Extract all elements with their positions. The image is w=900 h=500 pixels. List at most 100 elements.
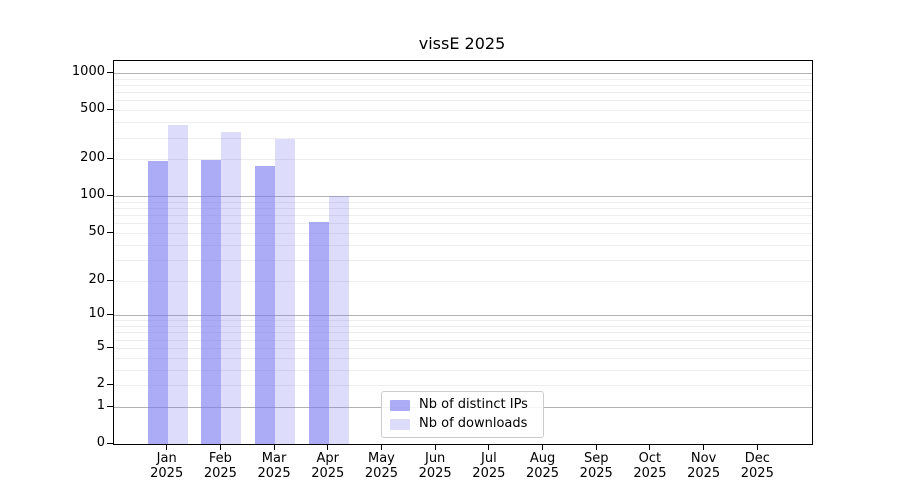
minor-gridline bbox=[114, 280, 812, 282]
x-tick-month: Aug bbox=[529, 451, 556, 466]
minor-gridline bbox=[114, 347, 812, 349]
x-tick-label: Aug 2025 bbox=[511, 451, 575, 481]
x-tick-year: 2025 bbox=[525, 466, 560, 481]
x-tick-year: 2025 bbox=[257, 466, 291, 481]
minor-gridline bbox=[114, 319, 812, 321]
x-tick-label: Jun 2025 bbox=[403, 451, 467, 481]
y-tick-label: 50 bbox=[88, 224, 105, 239]
x-tick-mark bbox=[649, 444, 651, 450]
x-tick-mark bbox=[434, 444, 436, 450]
minor-gridline bbox=[114, 331, 812, 333]
chart-title: vissE 2025 bbox=[418, 34, 506, 53]
minor-gridline bbox=[114, 158, 812, 160]
x-tick-mark bbox=[703, 444, 705, 450]
x-tick-month: May bbox=[368, 451, 395, 466]
minor-gridline bbox=[114, 84, 812, 86]
x-tick-month: Apr bbox=[316, 451, 340, 466]
minor-gridline bbox=[114, 232, 812, 234]
y-tick-mark bbox=[107, 383, 113, 385]
x-tick-label: Oct 2025 bbox=[618, 451, 682, 481]
x-tick-label: Jan 2025 bbox=[135, 451, 199, 481]
y-tick-label: 200 bbox=[80, 150, 105, 165]
minor-gridline bbox=[114, 384, 812, 386]
minor-gridline bbox=[114, 201, 812, 203]
minor-gridline bbox=[114, 259, 812, 261]
y-tick-mark bbox=[107, 194, 113, 196]
x-tick-mark bbox=[166, 444, 168, 450]
x-tick-month: Jul bbox=[481, 451, 497, 466]
x-tick-label: Mar 2025 bbox=[242, 451, 306, 481]
minor-gridline bbox=[114, 244, 812, 246]
minor-gridline bbox=[114, 222, 812, 224]
minor-gridline bbox=[114, 78, 812, 80]
bar-distinct-ips bbox=[255, 166, 276, 444]
bar-downloads bbox=[275, 139, 296, 444]
x-tick-year: 2025 bbox=[633, 466, 667, 481]
minor-gridline bbox=[114, 207, 812, 209]
minor-gridline bbox=[114, 109, 812, 111]
legend: Nb of distinct IPs Nb of downloads bbox=[381, 391, 544, 438]
x-tick-year: 2025 bbox=[418, 466, 452, 481]
x-tick-label: Feb 2025 bbox=[188, 451, 252, 481]
x-tick-month: Jan bbox=[156, 451, 177, 466]
minor-gridline bbox=[114, 357, 812, 359]
legend-swatch-distinct-ips bbox=[390, 399, 410, 411]
x-tick-year: 2025 bbox=[472, 466, 506, 481]
y-tick-mark bbox=[107, 279, 113, 281]
y-tick-label: 500 bbox=[80, 101, 105, 116]
minor-gridline bbox=[114, 137, 812, 139]
x-tick-mark bbox=[380, 444, 382, 450]
x-tick-year: 2025 bbox=[150, 466, 184, 481]
x-tick-month: Oct bbox=[638, 451, 662, 466]
y-tick-mark bbox=[107, 108, 113, 110]
y-tick-label: 20 bbox=[88, 272, 105, 287]
legend-swatch-downloads bbox=[390, 418, 410, 430]
y-tick-mark bbox=[107, 313, 113, 315]
bar-downloads bbox=[221, 132, 242, 444]
x-tick-year: 2025 bbox=[311, 466, 345, 481]
x-tick-month: Nov bbox=[690, 451, 717, 466]
legend-label-downloads: Nb of downloads bbox=[419, 416, 528, 431]
x-tick-label: Jul 2025 bbox=[457, 451, 521, 481]
y-tick-label: 1 bbox=[96, 398, 105, 413]
x-tick-month: Mar bbox=[261, 451, 287, 466]
plot-area: Nb of distinct IPs Nb of downloads bbox=[113, 60, 813, 445]
legend-label-distinct-ips: Nb of distinct IPs bbox=[419, 397, 528, 412]
minor-gridline bbox=[114, 121, 812, 123]
x-tick-label: Dec 2025 bbox=[725, 451, 789, 481]
x-tick-label: Apr 2025 bbox=[296, 451, 360, 481]
minor-gridline bbox=[114, 339, 812, 341]
major-gridline bbox=[114, 72, 812, 74]
minor-gridline bbox=[114, 99, 812, 101]
x-tick-mark bbox=[219, 444, 221, 450]
x-tick-mark bbox=[327, 444, 329, 450]
x-tick-year: 2025 bbox=[364, 466, 398, 481]
y-tick-label: 2 bbox=[96, 376, 105, 391]
x-tick-mark bbox=[595, 444, 597, 450]
x-tick-mark bbox=[756, 444, 758, 450]
x-tick-mark bbox=[488, 444, 490, 450]
x-tick-month: Jun bbox=[424, 451, 446, 466]
legend-item-distinct-ips: Nb of distinct IPs bbox=[390, 398, 535, 412]
x-tick-month: Sep bbox=[583, 451, 609, 466]
y-tick-mark bbox=[107, 231, 113, 233]
x-tick-month: Dec bbox=[744, 451, 770, 466]
y-tick-label: 0 bbox=[96, 435, 105, 450]
x-tick-year: 2025 bbox=[740, 466, 774, 481]
y-tick-label: 10 bbox=[88, 306, 105, 321]
minor-gridline bbox=[114, 91, 812, 93]
y-tick-label: 100 bbox=[80, 187, 105, 202]
minor-gridline bbox=[114, 325, 812, 327]
legend-item-downloads: Nb of downloads bbox=[390, 417, 535, 431]
y-tick-mark bbox=[107, 157, 113, 159]
major-gridline bbox=[114, 314, 812, 316]
bar-downloads bbox=[167, 124, 188, 444]
bar-distinct-ips bbox=[201, 160, 222, 444]
bar-downloads bbox=[328, 196, 349, 444]
x-tick-year: 2025 bbox=[579, 466, 613, 481]
x-tick-month: Feb bbox=[208, 451, 232, 466]
x-tick-year: 2025 bbox=[203, 466, 237, 481]
bar-distinct-ips bbox=[147, 161, 168, 444]
x-tick-mark bbox=[542, 444, 544, 450]
y-tick-mark bbox=[107, 71, 113, 73]
